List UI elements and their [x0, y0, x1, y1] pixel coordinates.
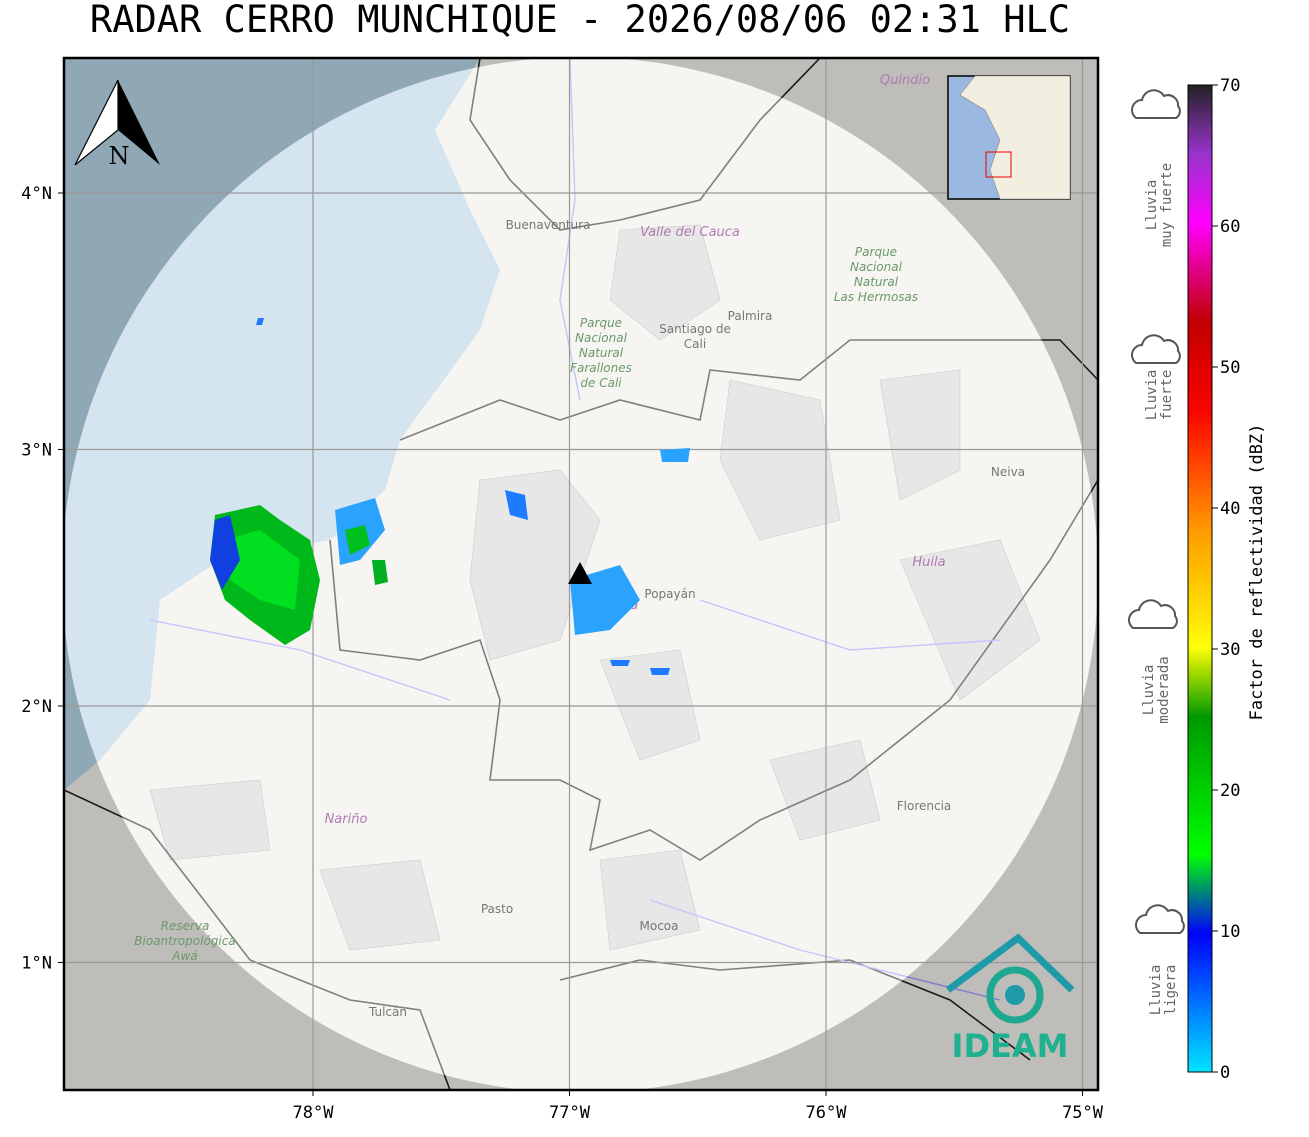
- colorbar-tick-label: 40: [1220, 499, 1240, 519]
- lon-tick-label: 75°W: [1062, 1103, 1104, 1123]
- rain-line: Lluvia: [1144, 370, 1160, 421]
- rain-label: Lluviafuerte: [1144, 370, 1175, 421]
- ideam-logo: IDEAM: [945, 933, 1075, 1065]
- rain-label: Lluviamuy fuerte: [1144, 163, 1175, 247]
- place-label: Palmira: [728, 309, 773, 323]
- place-line: Nacional: [850, 260, 903, 274]
- lat-tick-label: 3°N: [21, 441, 52, 461]
- inset-map: [947, 75, 1071, 200]
- place-line: Mocoa: [640, 919, 679, 933]
- rain-icon: [1131, 89, 1181, 119]
- place-line: Natural: [579, 346, 624, 360]
- colorbar-tick-label: 70: [1220, 76, 1240, 96]
- place-label: Santiago de Cali: [659, 322, 731, 351]
- place-label: Pasto: [481, 902, 513, 916]
- colorbar-tick-label: 20: [1220, 781, 1240, 801]
- place-label: Buenaventura: [506, 218, 591, 232]
- place-label: Neiva: [991, 465, 1025, 479]
- place-label: Parque Nacional Natural Las Hermosas: [834, 245, 918, 304]
- place-line: Bioantropológica: [134, 934, 235, 948]
- place-line: Palmira: [728, 309, 773, 323]
- place-label: Huila: [912, 555, 945, 570]
- place-line: Cali: [684, 337, 706, 351]
- place-line: Quindío: [880, 73, 930, 88]
- rain-line: fuerte: [1159, 370, 1175, 421]
- place-label: Quindío: [880, 73, 930, 88]
- map-frame: [62, 56, 1100, 1092]
- place-label: Parque Nacional Natural Farallones de Cali: [570, 316, 632, 390]
- place-label: Valle del Cauca: [640, 225, 740, 240]
- colorbar-tick-label: 10: [1220, 922, 1240, 942]
- lat-tick-label: 1°N: [21, 954, 52, 974]
- rain-levels: Lluviamuy fuerteLluviafuerteLluviamodera…: [1128, 89, 1185, 1016]
- place-line: Awá: [171, 949, 197, 963]
- place-line: Florencia: [897, 799, 952, 813]
- colorbar: [1187, 84, 1213, 1073]
- axes: 78°W 77°W 76°W 75°W 4°N 3°N 2°N 1°N: [21, 184, 1103, 1123]
- place-line: Reserva: [161, 919, 210, 933]
- rain-line: Lluvia: [1144, 180, 1160, 231]
- logo-text: IDEAM: [952, 1027, 1069, 1065]
- place-label: Reserva Bioantropológica Awá: [134, 919, 235, 963]
- place-label: Popayán: [644, 587, 695, 601]
- rain-line: muy fuerte: [1159, 163, 1175, 247]
- lon-tick-label: 78°W: [293, 1103, 335, 1123]
- rain-line: Lluvia: [1141, 665, 1157, 716]
- place-line: Parque: [580, 316, 622, 330]
- lat-tick-label: 2°N: [21, 697, 52, 717]
- lon-tick-label: 76°W: [806, 1103, 848, 1123]
- place-line: Valle del Cauca: [640, 225, 740, 240]
- place-line: Popayán: [644, 587, 695, 601]
- place-line: Pasto: [481, 902, 513, 916]
- place-line: de Cali: [580, 376, 622, 390]
- rain-line: Lluvia: [1148, 965, 1164, 1016]
- colorbar-tick-label: 50: [1220, 358, 1240, 378]
- place-line: Las Hermosas: [834, 290, 918, 304]
- colorbar-tick-label: 30: [1220, 640, 1240, 660]
- place-line: Farallones: [570, 361, 632, 375]
- rain-line: moderada: [1156, 656, 1172, 723]
- lat-tick-label: 4°N: [21, 184, 52, 204]
- lon-tick-label: 77°W: [549, 1103, 591, 1123]
- place-label: Nariño: [325, 812, 368, 827]
- title: RADAR CERRO MUNCHIQUE - 2026/08/06 02:31…: [90, 0, 1070, 41]
- north-label: N: [109, 142, 130, 170]
- place-label: Florencia: [897, 799, 952, 813]
- colorbar-label: Factor de reflectividad (dBZ): [1247, 424, 1267, 721]
- rain-icon: [1128, 599, 1178, 629]
- place-label: Mocoa: [640, 919, 679, 933]
- colorbar-tick-label: 60: [1220, 217, 1240, 237]
- north-arrow: N: [74, 79, 160, 170]
- place-line: Santiago de: [659, 322, 731, 336]
- place-line: Nacional: [575, 331, 628, 345]
- place-line: Parque: [855, 245, 897, 259]
- place-label: Tulcán: [368, 1005, 407, 1019]
- place-line: Neiva: [991, 465, 1025, 479]
- rain-label: Lluviamoderada: [1141, 656, 1172, 723]
- colorbar-tick-label: 0: [1220, 1063, 1230, 1083]
- rain-icon: [1131, 334, 1181, 364]
- radar-echoes: [210, 318, 690, 675]
- radar-site: [568, 562, 592, 584]
- colorbar-ticks: 0 10 20 30 40 50 60 70: [1212, 76, 1240, 1083]
- place-line: Tulcán: [368, 1005, 407, 1019]
- place-line: Nariño: [325, 812, 368, 827]
- rain-label: Lluvialigera: [1148, 965, 1179, 1016]
- place-line: Buenaventura: [506, 218, 591, 232]
- place-line: Huila: [912, 555, 945, 570]
- rain-line: ligera: [1163, 965, 1179, 1016]
- place-line: Natural: [854, 275, 899, 289]
- rain-icon: [1135, 904, 1185, 934]
